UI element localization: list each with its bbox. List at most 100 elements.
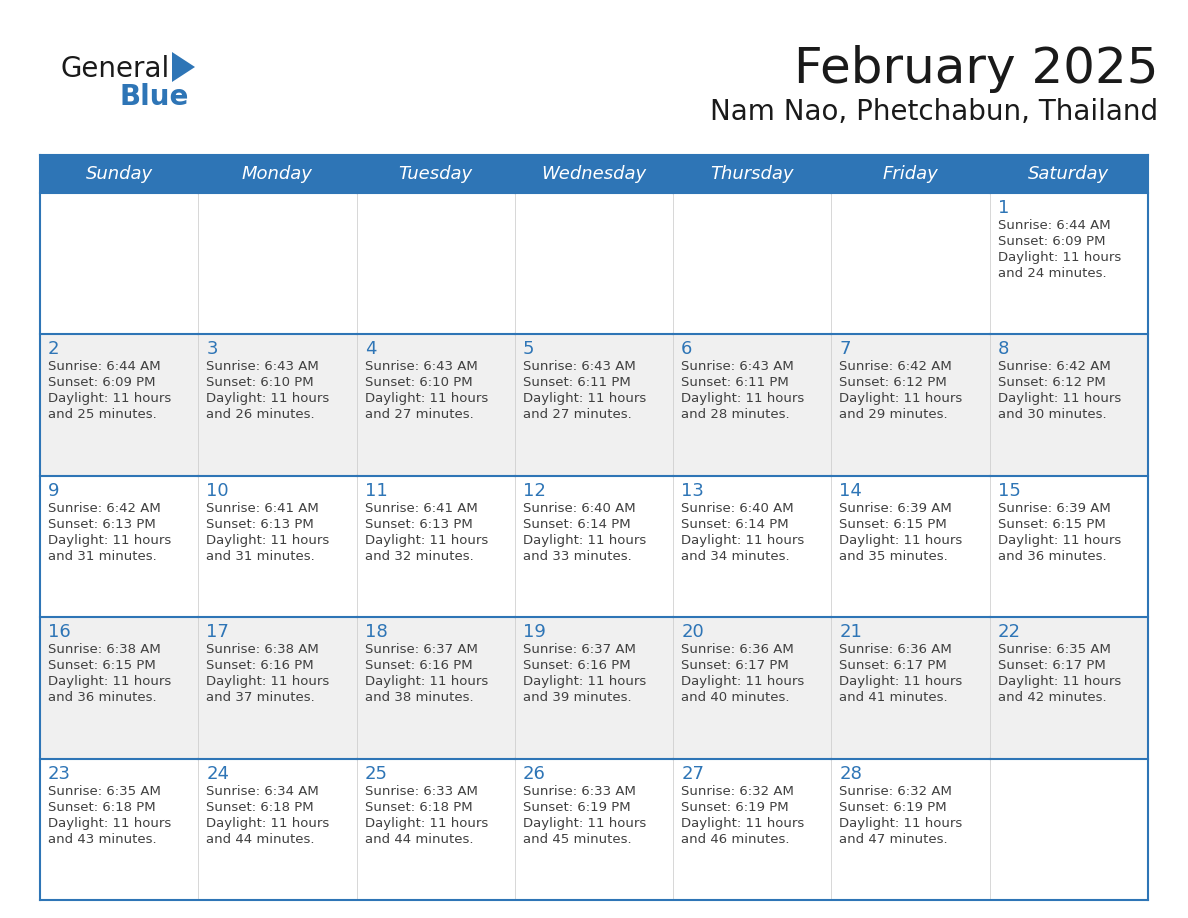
Bar — [832, 476, 990, 617]
Text: Sunset: 6:11 PM: Sunset: 6:11 PM — [523, 376, 631, 389]
Bar — [674, 155, 832, 193]
Text: and 37 minutes.: and 37 minutes. — [207, 691, 315, 704]
Text: Daylight: 11 hours: Daylight: 11 hours — [998, 392, 1121, 406]
Bar — [514, 193, 674, 334]
Bar — [514, 476, 674, 617]
Bar — [40, 155, 198, 193]
Text: and 31 minutes.: and 31 minutes. — [207, 550, 315, 563]
Text: Sunrise: 6:36 AM: Sunrise: 6:36 AM — [840, 644, 952, 656]
Text: Daylight: 11 hours: Daylight: 11 hours — [365, 533, 488, 547]
Text: Daylight: 11 hours: Daylight: 11 hours — [48, 676, 171, 688]
Text: Sunset: 6:19 PM: Sunset: 6:19 PM — [523, 800, 631, 813]
Text: Daylight: 11 hours: Daylight: 11 hours — [523, 676, 646, 688]
Text: 23: 23 — [48, 765, 71, 783]
Text: 2: 2 — [48, 341, 59, 358]
Text: Sunset: 6:16 PM: Sunset: 6:16 PM — [207, 659, 314, 672]
Text: and 45 minutes.: and 45 minutes. — [523, 833, 632, 845]
Text: Daylight: 11 hours: Daylight: 11 hours — [365, 676, 488, 688]
Text: 5: 5 — [523, 341, 535, 358]
Text: Sunset: 6:14 PM: Sunset: 6:14 PM — [681, 518, 789, 531]
Bar — [832, 758, 990, 900]
Bar — [990, 193, 1148, 334]
Bar — [832, 155, 990, 193]
Bar — [356, 617, 514, 758]
Text: Sunrise: 6:38 AM: Sunrise: 6:38 AM — [48, 644, 160, 656]
Text: Sunrise: 6:39 AM: Sunrise: 6:39 AM — [998, 502, 1111, 515]
Text: Sunset: 6:16 PM: Sunset: 6:16 PM — [523, 659, 631, 672]
Text: and 36 minutes.: and 36 minutes. — [998, 550, 1106, 563]
Text: and 39 minutes.: and 39 minutes. — [523, 691, 632, 704]
Text: Sunday: Sunday — [86, 165, 153, 183]
Text: Sunrise: 6:43 AM: Sunrise: 6:43 AM — [523, 361, 636, 374]
Text: Sunset: 6:11 PM: Sunset: 6:11 PM — [681, 376, 789, 389]
Text: and 25 minutes.: and 25 minutes. — [48, 409, 157, 421]
Text: 12: 12 — [523, 482, 545, 499]
Text: Daylight: 11 hours: Daylight: 11 hours — [207, 817, 329, 830]
Text: Daylight: 11 hours: Daylight: 11 hours — [840, 817, 962, 830]
Text: Sunset: 6:18 PM: Sunset: 6:18 PM — [207, 800, 314, 813]
Text: and 29 minutes.: and 29 minutes. — [840, 409, 948, 421]
Text: Nam Nao, Phetchabun, Thailand: Nam Nao, Phetchabun, Thailand — [710, 98, 1158, 126]
Text: and 34 minutes.: and 34 minutes. — [681, 550, 790, 563]
Text: 6: 6 — [681, 341, 693, 358]
Text: Sunset: 6:19 PM: Sunset: 6:19 PM — [681, 800, 789, 813]
Text: Sunset: 6:13 PM: Sunset: 6:13 PM — [365, 518, 473, 531]
Text: and 30 minutes.: and 30 minutes. — [998, 409, 1106, 421]
Text: Daylight: 11 hours: Daylight: 11 hours — [681, 533, 804, 547]
Text: Sunset: 6:15 PM: Sunset: 6:15 PM — [48, 659, 156, 672]
Text: Daylight: 11 hours: Daylight: 11 hours — [365, 392, 488, 406]
Text: Sunrise: 6:41 AM: Sunrise: 6:41 AM — [365, 502, 478, 515]
Text: Thursday: Thursday — [710, 165, 794, 183]
Bar — [356, 334, 514, 476]
Text: Sunset: 6:10 PM: Sunset: 6:10 PM — [365, 376, 472, 389]
Text: Wednesday: Wednesday — [542, 165, 646, 183]
Text: Sunrise: 6:41 AM: Sunrise: 6:41 AM — [207, 502, 320, 515]
Text: February 2025: February 2025 — [794, 45, 1158, 93]
Text: Daylight: 11 hours: Daylight: 11 hours — [365, 817, 488, 830]
Text: Sunset: 6:17 PM: Sunset: 6:17 PM — [998, 659, 1106, 672]
Text: and 32 minutes.: and 32 minutes. — [365, 550, 473, 563]
Text: 26: 26 — [523, 765, 545, 783]
Text: Sunrise: 6:32 AM: Sunrise: 6:32 AM — [840, 785, 953, 798]
Text: 15: 15 — [998, 482, 1020, 499]
Text: 22: 22 — [998, 623, 1020, 641]
Text: Sunrise: 6:37 AM: Sunrise: 6:37 AM — [523, 644, 636, 656]
Text: and 28 minutes.: and 28 minutes. — [681, 409, 790, 421]
Text: Sunset: 6:12 PM: Sunset: 6:12 PM — [840, 376, 947, 389]
Text: Daylight: 11 hours: Daylight: 11 hours — [207, 533, 329, 547]
Bar — [40, 617, 198, 758]
Text: and 31 minutes.: and 31 minutes. — [48, 550, 157, 563]
Text: Sunrise: 6:35 AM: Sunrise: 6:35 AM — [48, 785, 160, 798]
Text: Friday: Friday — [883, 165, 939, 183]
Text: 7: 7 — [840, 341, 851, 358]
Text: Sunset: 6:09 PM: Sunset: 6:09 PM — [998, 235, 1105, 248]
Text: Sunrise: 6:44 AM: Sunrise: 6:44 AM — [48, 361, 160, 374]
Text: Blue: Blue — [120, 83, 189, 111]
Bar — [674, 758, 832, 900]
Text: and 33 minutes.: and 33 minutes. — [523, 550, 632, 563]
Bar — [990, 758, 1148, 900]
Bar — [674, 334, 832, 476]
Text: and 40 minutes.: and 40 minutes. — [681, 691, 790, 704]
Bar — [356, 758, 514, 900]
Text: 24: 24 — [207, 765, 229, 783]
Text: Daylight: 11 hours: Daylight: 11 hours — [998, 251, 1121, 264]
Text: Sunrise: 6:44 AM: Sunrise: 6:44 AM — [998, 219, 1111, 232]
Text: and 35 minutes.: and 35 minutes. — [840, 550, 948, 563]
Text: Sunrise: 6:42 AM: Sunrise: 6:42 AM — [998, 361, 1111, 374]
Text: Daylight: 11 hours: Daylight: 11 hours — [207, 392, 329, 406]
Text: Sunrise: 6:32 AM: Sunrise: 6:32 AM — [681, 785, 794, 798]
Text: Sunset: 6:14 PM: Sunset: 6:14 PM — [523, 518, 631, 531]
Text: Daylight: 11 hours: Daylight: 11 hours — [48, 533, 171, 547]
Bar — [40, 334, 198, 476]
Bar — [674, 476, 832, 617]
Text: and 38 minutes.: and 38 minutes. — [365, 691, 473, 704]
Text: Sunrise: 6:42 AM: Sunrise: 6:42 AM — [840, 361, 952, 374]
Text: Sunrise: 6:43 AM: Sunrise: 6:43 AM — [207, 361, 320, 374]
Bar — [198, 758, 356, 900]
Text: 19: 19 — [523, 623, 545, 641]
Text: Sunset: 6:17 PM: Sunset: 6:17 PM — [840, 659, 947, 672]
Text: 1: 1 — [998, 199, 1009, 217]
Text: Sunset: 6:13 PM: Sunset: 6:13 PM — [48, 518, 156, 531]
Text: Sunset: 6:16 PM: Sunset: 6:16 PM — [365, 659, 472, 672]
